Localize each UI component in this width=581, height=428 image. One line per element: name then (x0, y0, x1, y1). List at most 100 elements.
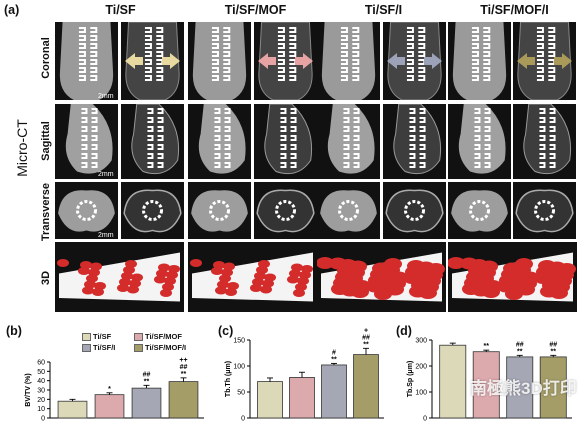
bar (257, 381, 283, 419)
panel-b-label: (b) (6, 324, 22, 338)
ct-image-tile (317, 242, 446, 312)
legend-label: Ti/SF/I (93, 343, 116, 352)
y-tick-label: 60 (37, 360, 45, 367)
legend: Ti/SF Ti/SF/MOF Ti/SF/I Ti/SF/MOF/I (82, 332, 202, 358)
significance-mark: ** (144, 378, 150, 385)
y-tick-label: 100 (233, 364, 245, 371)
ct-image-tile (448, 182, 511, 239)
bar (439, 344, 467, 419)
panel-d-label: (d) (396, 324, 412, 338)
y-tick-label: 50 (237, 390, 245, 397)
group-header-ti-sf-mof: Ti/SF/MOF (224, 3, 287, 17)
ct-image-tile (55, 242, 184, 312)
legend-label: Ti/SF/MOF (145, 332, 182, 341)
ct-image-tile (188, 182, 251, 239)
y-tick-label: 40 (37, 378, 45, 385)
significance-mark: ** (331, 356, 337, 363)
y-tick-label: 10 (37, 406, 45, 413)
legend-swatch (82, 333, 91, 342)
ct-image-tile (448, 104, 511, 179)
ct-image-tile (188, 22, 251, 100)
micro-ct-label: Micro-CT (14, 119, 30, 177)
significance-mark: ** (181, 371, 187, 378)
bar (131, 387, 162, 419)
significance-mark: + (364, 327, 368, 334)
significance-mark: * (108, 386, 111, 393)
significance-mark: # (332, 349, 336, 356)
significance-mark: ** (363, 341, 369, 348)
group-header-ti-sf-mof-i: Ti/SF/MOF/I (480, 3, 549, 17)
row-label-3d: 3D (40, 270, 52, 286)
legend-item: Ti/SF/MOF/I (134, 343, 186, 353)
ct-image-tile (254, 22, 317, 100)
legend-item: Ti/SF/I (82, 343, 116, 353)
y-tick-label: 20 (37, 397, 45, 404)
significance-mark: ++ (179, 357, 187, 364)
y-tick-label: 0 (423, 416, 427, 423)
bar (289, 377, 315, 419)
scale-bar-label-transverse: 2mm (98, 232, 114, 239)
y-tick-label: 200 (415, 364, 427, 371)
significance-mark: ** (551, 348, 557, 355)
panel-a-label: (a) (4, 3, 20, 17)
significance-mark: ## (516, 341, 524, 348)
ct-image-tile (55, 104, 118, 179)
bar (168, 381, 199, 419)
panel-c-label: (c) (218, 324, 234, 338)
group-header-ti-sf: Ti/SF (105, 3, 136, 17)
significance-mark: ## (180, 364, 188, 371)
row-label-sagittal: Sagittal (40, 121, 52, 161)
legend-label: Ti/SF (93, 332, 112, 341)
ct-image-tile (513, 182, 576, 239)
significance-mark: ## (143, 371, 151, 378)
ct-image-tile (317, 104, 380, 179)
ct-image-tile (254, 182, 317, 239)
y-tick-label: 100 (415, 390, 427, 397)
ct-image-tile (121, 22, 184, 100)
group-header-ti-sf-i: Ti/SF/I (364, 3, 403, 17)
scale-bar-label-sagittal: 2mm (98, 171, 114, 178)
ct-image-tile (383, 182, 446, 239)
bar (57, 400, 88, 419)
y-axis-label: Tb.Sp (μm) (407, 361, 414, 398)
y-tick-label: 30 (37, 388, 45, 395)
ct-image-tile (448, 22, 511, 100)
ct-image-tile (121, 182, 184, 239)
scale-bar-label-coronal: 2mm (98, 93, 114, 100)
legend-swatch (134, 333, 143, 342)
significance-mark: ## (549, 341, 557, 348)
micro-ct-image-grid (55, 22, 577, 314)
ct-image-tile (121, 104, 184, 179)
y-axis-label: Tb.Th (μm) (225, 361, 232, 397)
legend-swatch (134, 344, 143, 353)
ct-image-tile (317, 182, 380, 239)
bar (353, 354, 379, 419)
ct-image-tile (513, 22, 576, 100)
ct-image-tile (513, 104, 576, 179)
ct-image-tile (188, 104, 251, 179)
bar (539, 356, 567, 419)
significance-mark: ** (517, 348, 523, 355)
y-tick-label: 300 (415, 338, 427, 345)
legend-swatch (82, 344, 91, 353)
significance-mark: ** (484, 343, 490, 350)
ct-image-tile (55, 22, 118, 100)
bar (321, 364, 347, 419)
y-tick-label: 0 (241, 416, 245, 423)
ct-image-tile (317, 22, 380, 100)
y-axis-label: BV/TV (%) (25, 373, 32, 406)
legend-item: Ti/SF (82, 332, 112, 342)
watermark: 南極熊3D打印 (470, 379, 577, 398)
ct-image-tile (254, 104, 317, 179)
bar (472, 351, 500, 419)
y-tick-label: 150 (233, 338, 245, 345)
ct-image-tile (448, 242, 577, 312)
legend-item: Ti/SF/MOF (134, 332, 182, 342)
ct-image-tile (383, 22, 446, 100)
ct-image-tile (55, 182, 118, 239)
row-label-coronal: Coronal (40, 37, 52, 79)
y-tick-label: 50 (37, 369, 45, 376)
